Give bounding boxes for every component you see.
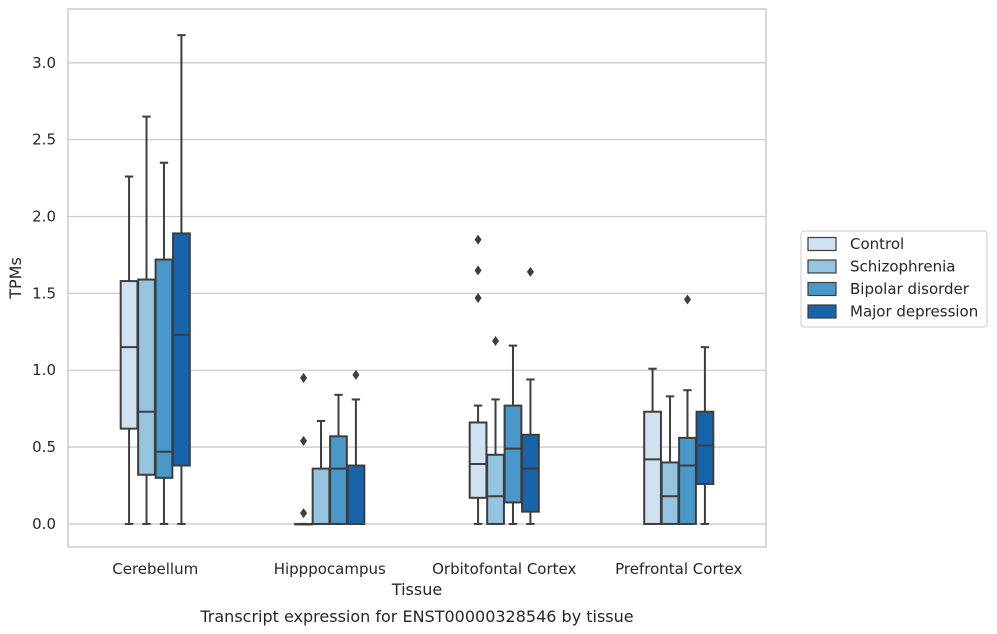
box (172, 232, 191, 467)
outlier-point (300, 508, 308, 519)
x-tick-label: Prefrontal Cortex (615, 560, 742, 578)
outlier-point (300, 372, 308, 383)
box-group (521, 266, 540, 525)
box (503, 404, 523, 504)
box (486, 453, 505, 525)
legend-label: Schizophrenia (850, 258, 955, 276)
y-tick-labels: 0.0 0.5 1.0 1.5 2.0 2.5 3.0 (32, 54, 56, 533)
legend-swatch (807, 304, 837, 319)
box (311, 467, 331, 525)
y-tick-label: 0.5 (32, 438, 56, 456)
box-group (137, 115, 156, 525)
box-plot-marks (119, 34, 715, 526)
box (119, 280, 139, 430)
plot-frame (67, 8, 767, 548)
box-group (294, 372, 313, 526)
box-group (643, 367, 662, 525)
y-tick-label: 0.0 (32, 515, 56, 533)
box (678, 436, 697, 525)
legend-frame (800, 230, 988, 328)
box-group (486, 336, 505, 525)
box (468, 421, 488, 499)
y-tick-label: 2.5 (32, 131, 56, 149)
x-tick-label: Cerebellum (112, 560, 198, 578)
outlier-point (300, 435, 308, 446)
outlier-point (352, 369, 360, 380)
legend: Control Schizophrenia Bipolar disorder Majo… (800, 230, 988, 328)
y-tick-label: 1.5 (32, 284, 56, 302)
outlier-point (526, 266, 534, 277)
y-axis-label: TPMs (6, 257, 25, 300)
legend-label: Major depression (850, 303, 978, 321)
box (695, 410, 715, 485)
outlier-point (492, 336, 500, 347)
x-axis-label: Tissue (391, 580, 442, 599)
y-tick-label: 3.0 (32, 54, 56, 72)
legend-label: Bipolar disorder (850, 280, 970, 298)
box (660, 461, 680, 525)
legend-label: Control (850, 235, 904, 253)
box-group (468, 234, 488, 525)
box (154, 258, 174, 479)
box-group (346, 369, 366, 525)
box-group (695, 346, 715, 525)
x-tick-label: Hipppocampus (274, 560, 386, 578)
y-tick-label: 2.0 (32, 208, 56, 226)
legend-swatch (807, 236, 837, 252)
outlier-point (474, 292, 482, 303)
outlier-point (683, 294, 691, 305)
x-tick-labels: Cerebellum Hipppocampus Orbitofontal Corte… (112, 560, 742, 578)
box-group (329, 393, 348, 525)
legend-swatch (807, 281, 837, 297)
x-tick-label: Orbitofontal Cortex (432, 560, 576, 578)
box (346, 464, 366, 525)
box-group (660, 395, 680, 525)
box-group (311, 419, 331, 525)
box (643, 410, 662, 525)
box (137, 278, 156, 476)
box-group (172, 34, 191, 525)
outlier-point (474, 265, 482, 276)
chart-caption: Transcript expression for ENST0000032854… (199, 607, 633, 626)
y-tick-label: 1.0 (32, 361, 56, 379)
box-group (119, 175, 139, 525)
box-group (503, 344, 523, 525)
box-group (678, 294, 697, 525)
legend-swatch (807, 259, 837, 274)
box (329, 435, 348, 525)
box (521, 433, 540, 513)
outlier-point (474, 234, 482, 245)
